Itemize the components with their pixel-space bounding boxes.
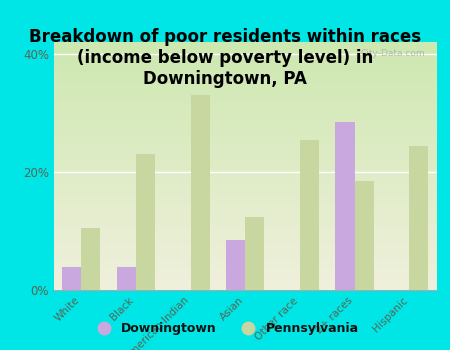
Bar (136, 154, 155, 290)
Bar (191, 95, 210, 290)
Bar (409, 146, 428, 290)
Bar (117, 267, 136, 290)
Bar (226, 240, 245, 290)
Bar (81, 228, 100, 290)
Bar (300, 140, 319, 290)
Text: Breakdown of poor residents within races
(income below poverty level) in
Downing: Breakdown of poor residents within races… (29, 28, 421, 88)
Bar (245, 217, 265, 290)
Bar (355, 181, 374, 290)
Text: City-Data.com: City-Data.com (360, 49, 425, 58)
Bar (335, 122, 355, 290)
Bar (62, 267, 81, 290)
Legend: Downingtown, Pennsylvania: Downingtown, Pennsylvania (86, 317, 364, 340)
